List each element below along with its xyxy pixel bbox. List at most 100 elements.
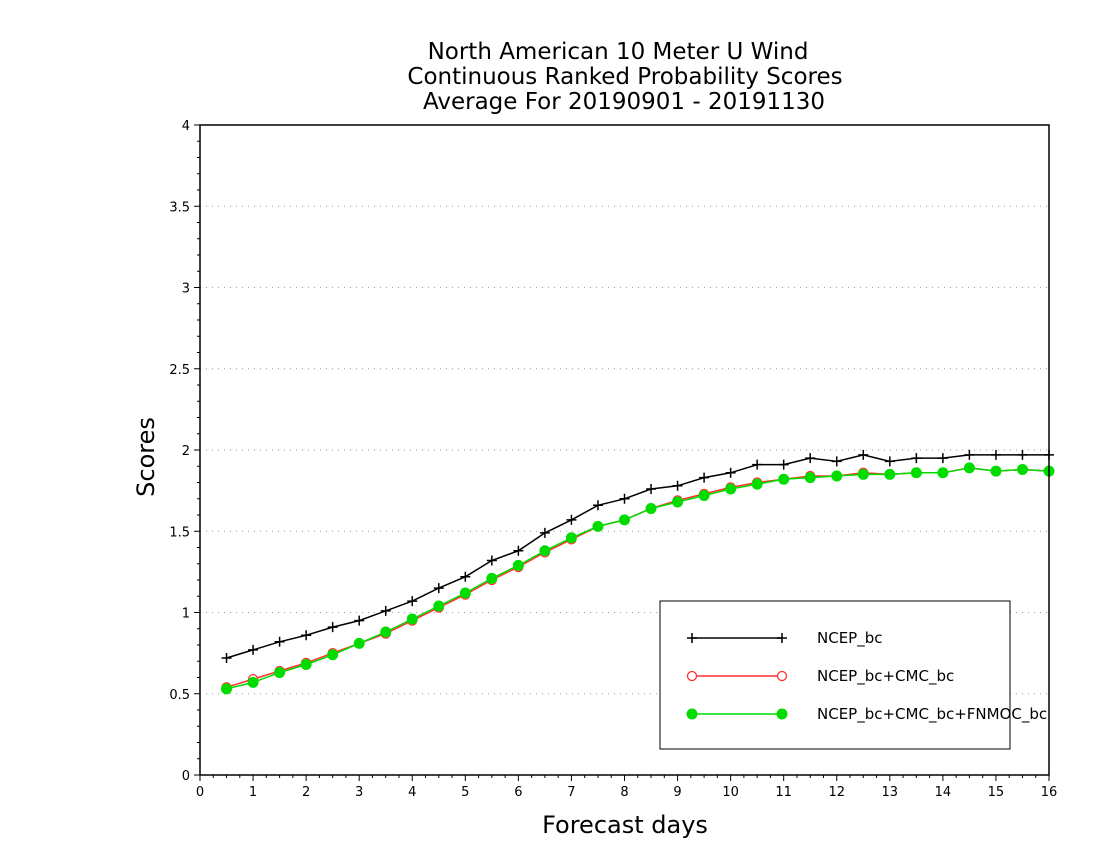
legend: NCEP_bc NCEP_bc+CMC_bc NCEP_bc+CMC_bc+FNMO… xyxy=(659,600,1047,750)
axes xyxy=(194,124,1050,781)
data-point xyxy=(274,667,286,679)
tick-labels: 00.511.522.533.540 1 2 3 4 5 6 7 8 9 10 11 12 13 14 15 1… xyxy=(169,119,1057,800)
y-tick-label: 3 xyxy=(182,282,190,297)
data-point xyxy=(221,683,233,695)
x-tick-label: 4 xyxy=(408,785,416,800)
x-tick-label: 3 xyxy=(355,785,363,800)
data-point xyxy=(512,559,524,571)
y-tick-label: 2.5 xyxy=(169,363,190,378)
x-tick-label: 8 xyxy=(620,785,628,800)
x-tick-label: 0 xyxy=(196,785,204,800)
data-point xyxy=(354,615,365,626)
data-point xyxy=(486,572,498,584)
data-point xyxy=(301,630,312,641)
data-point xyxy=(380,626,392,638)
y-tick-label: 1.5 xyxy=(169,525,190,540)
legend-swatch-marker xyxy=(776,670,788,682)
legend-swatch-marker xyxy=(777,633,787,643)
data-point xyxy=(990,449,1001,460)
data-point xyxy=(486,555,497,566)
data-point xyxy=(964,449,975,460)
chart-title-line-3: Average For 20190901 - 20191130 xyxy=(423,89,825,115)
x-tick-label: 16 xyxy=(1041,785,1058,800)
data-point xyxy=(672,480,683,491)
y-axis-label: Scores xyxy=(132,417,160,497)
data-point xyxy=(221,653,232,663)
data-point xyxy=(248,644,259,655)
data-point xyxy=(619,514,630,526)
legend-swatch-marker xyxy=(776,708,788,720)
data-point xyxy=(592,500,603,511)
data-point xyxy=(1016,464,1028,475)
data-point xyxy=(805,453,816,464)
data-point xyxy=(858,449,869,460)
x-tick-label: 11 xyxy=(775,785,792,800)
data-point xyxy=(274,636,285,647)
data-point xyxy=(247,676,259,688)
x-tick-label: 2 xyxy=(302,785,310,800)
y-tick-label: 0.5 xyxy=(169,688,190,703)
data-point xyxy=(433,583,444,594)
data-point xyxy=(645,503,657,514)
x-tick-label: 10 xyxy=(722,785,739,800)
x-tick-label: 7 xyxy=(567,785,575,800)
data-point xyxy=(990,465,1002,477)
data-point xyxy=(327,622,338,633)
data-point xyxy=(380,605,391,616)
y-tick-label: 1 xyxy=(182,607,190,622)
x-tick-label: 14 xyxy=(935,785,952,800)
legend-entry-2: NCEP_bc+CMC_bc+FNMOC_bc xyxy=(686,705,1047,724)
series-0 xyxy=(221,449,1054,663)
data-point xyxy=(300,659,312,670)
x-tick-label: 6 xyxy=(514,785,522,800)
data-point xyxy=(857,468,869,480)
x-tick-label: 9 xyxy=(673,785,681,800)
y-tick-label: 0 xyxy=(182,769,190,784)
x-tick-label: 5 xyxy=(461,785,469,800)
legend-label: NCEP_bc+CMC_bc+FNMOC_bc xyxy=(817,705,1047,724)
data-point xyxy=(460,571,471,582)
data-point xyxy=(459,587,471,599)
data-point xyxy=(831,456,842,467)
data-point xyxy=(699,472,710,483)
legend-swatch-marker xyxy=(686,708,698,720)
x-tick-label: 13 xyxy=(882,785,899,800)
data-point xyxy=(725,467,736,478)
data-point xyxy=(884,456,895,467)
legend-swatch-marker xyxy=(687,633,697,643)
series-2 xyxy=(221,462,1055,695)
legend-swatch-marker xyxy=(686,670,698,682)
series-lines xyxy=(221,449,1055,695)
data-point xyxy=(672,496,684,508)
legend-entry-1: NCEP_bc+CMC_bc xyxy=(686,667,954,686)
data-point xyxy=(698,490,710,501)
data-point xyxy=(884,468,896,480)
data-point xyxy=(592,520,604,532)
data-point xyxy=(1017,449,1028,460)
data-point xyxy=(937,467,949,479)
legend-label: NCEP_bc+CMC_bc xyxy=(817,667,954,686)
legend-label: NCEP_bc xyxy=(817,629,883,648)
data-point xyxy=(565,532,577,544)
x-tick-label: 15 xyxy=(988,785,1005,800)
data-point xyxy=(407,596,418,607)
x-tick-label: 12 xyxy=(828,785,845,800)
data-point xyxy=(778,473,790,485)
data-point xyxy=(619,493,630,504)
data-point xyxy=(831,470,843,482)
data-point xyxy=(646,484,657,494)
data-point xyxy=(539,545,551,557)
chart-title-line-1: North American 10 Meter U Wind xyxy=(428,39,809,65)
data-point xyxy=(963,462,975,474)
x-tick-label: 1 xyxy=(249,785,257,800)
legend-box xyxy=(659,600,1011,750)
chart-title-line-2: Continuous Ranked Probability Scores xyxy=(407,64,842,90)
data-point xyxy=(433,600,445,612)
data-point xyxy=(406,613,418,625)
data-point xyxy=(778,459,789,470)
data-point xyxy=(752,459,763,470)
y-tick-label: 3.5 xyxy=(169,200,190,215)
data-point xyxy=(539,527,550,538)
legend-entry-0: NCEP_bc xyxy=(687,629,883,648)
